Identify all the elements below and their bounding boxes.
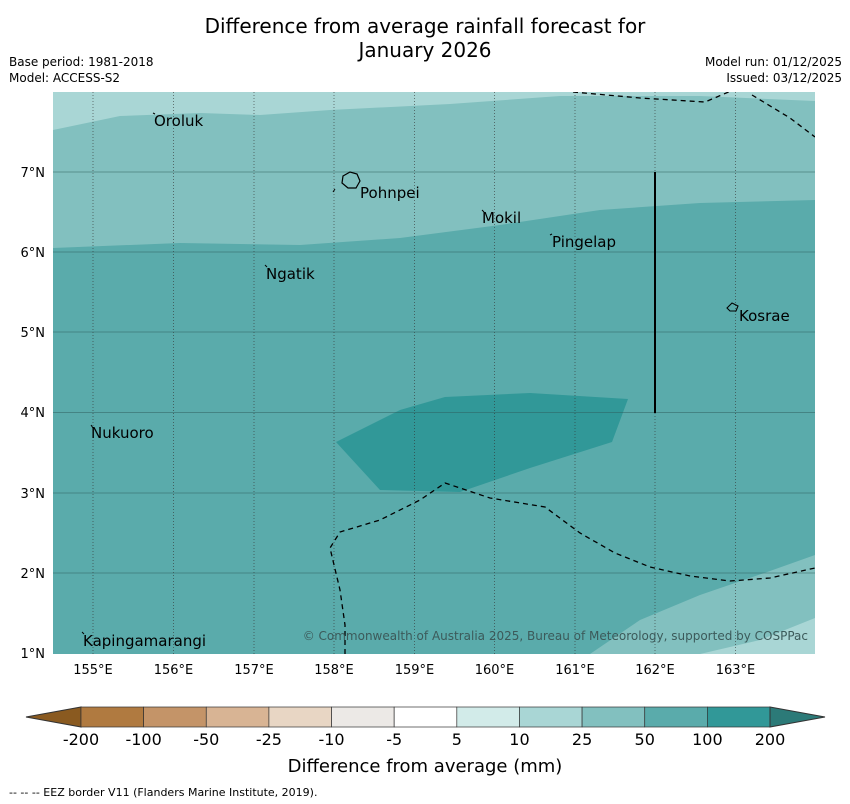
lon-label: 160°E — [475, 663, 515, 678]
chart-title: Difference from average rainfall forecas… — [0, 14, 850, 62]
title-line-1: Difference from average rainfall forecas… — [204, 14, 646, 38]
place-kapingamarangi: Kapingamarangi — [83, 632, 206, 650]
lon-label: 162°E — [635, 663, 675, 678]
place-mokil: Mokil — [482, 209, 521, 227]
lat-label: 6°N — [21, 246, 46, 261]
copyright-text: © Commonwealth of Australia 2025, Bureau… — [303, 629, 808, 643]
colorbar-cell — [205, 706, 270, 728]
lat-label: 4°N — [21, 406, 46, 421]
pohnpei-island-shape — [341, 171, 361, 189]
colorbar-cell — [456, 706, 520, 728]
map-area: Oroluk Pohnpei Mokil Pingelap Ngatik Kos… — [53, 92, 815, 654]
model-run: Model run: 01/12/2025 — [704, 55, 842, 69]
latitude-labels: 7°N 6°N 5°N 4°N 3°N 2°N 1°N — [21, 166, 46, 662]
issued-date: Issued: 03/12/2025 — [726, 71, 842, 85]
title-line-2: January 2026 — [358, 38, 492, 62]
parallels — [53, 171, 815, 574]
meridians — [92, 92, 736, 654]
colorbar-tick-label: 200 — [755, 730, 786, 749]
colorbar-cell — [331, 706, 395, 728]
colorbar-cell — [581, 706, 646, 728]
colorbar-tick-label: 50 — [635, 730, 655, 749]
colorbar-tick-label: -25 — [256, 730, 282, 749]
colorbar-ticks: -200 -100 -50 -25 -10 -5 5 10 25 50 100 200 — [63, 730, 785, 749]
place-nukuoro: Nukuoro — [91, 424, 154, 442]
eez-border — [329, 92, 815, 654]
lat-label: 3°N — [21, 487, 46, 502]
place-oroluk: Oroluk — [154, 112, 203, 130]
longitude-labels: 155°E 156°E 157°E 158°E 159°E 160°E 161°… — [73, 663, 755, 678]
model-name: Model: ACCESS-S2 — [9, 71, 121, 85]
lon-label: 155°E — [73, 663, 113, 678]
colorbar-cell — [393, 706, 458, 728]
lat-label: 2°N — [21, 567, 46, 582]
lon-label: 157°E — [234, 663, 274, 678]
lon-label: 156°E — [154, 663, 194, 678]
colorbar-left-arrow — [25, 706, 82, 728]
eez-footnote: -- -- -- EEZ border V11 (Flanders Marine… — [9, 786, 318, 799]
kosrae-island-shape — [726, 302, 739, 312]
band-100-200-blob — [336, 393, 628, 492]
band-10-25-southeast — [700, 618, 815, 654]
band-25-50-north — [53, 92, 815, 248]
lat-label: 1°N — [21, 647, 46, 662]
colorbar-label: Difference from average (mm) — [288, 756, 563, 777]
colorbar-tick-label: 100 — [692, 730, 723, 749]
place-pingelap: Pingelap — [552, 233, 616, 251]
colorbar: -200 -100 -50 -25 -10 -5 5 10 25 50 100 200 Differe… — [25, 706, 826, 777]
band-25-50-southeast — [590, 555, 815, 654]
colorbar-cell — [644, 706, 708, 728]
band-10-25-north — [53, 92, 815, 130]
colorbar-cell — [707, 706, 771, 728]
colorbar-cells — [80, 706, 771, 728]
place-ngatik: Ngatik — [266, 265, 315, 283]
colorbar-tick-label: -50 — [193, 730, 219, 749]
place-kosrae: Kosrae — [739, 307, 790, 325]
ant-atoll-mark — [332, 188, 336, 193]
colorbar-right-arrow — [769, 706, 826, 728]
colorbar-tick-label: 10 — [509, 730, 529, 749]
lon-label: 163°E — [716, 663, 756, 678]
colorbar-tick-label: 25 — [572, 730, 592, 749]
place-pohnpei: Pohnpei — [360, 184, 420, 202]
colorbar-cell — [268, 706, 332, 728]
colorbar-tick-label: -5 — [386, 730, 402, 749]
lon-label: 161°E — [555, 663, 595, 678]
colorbar-cell — [80, 706, 144, 728]
colorbar-tick-label: -200 — [63, 730, 99, 749]
lon-label: 158°E — [314, 663, 354, 678]
colorbar-tick-label: 5 — [452, 730, 462, 749]
meta-left: Base period: 1981-2018 Model: ACCESS-S2 — [9, 54, 154, 86]
colorbar-tick-label: -100 — [125, 730, 161, 749]
lat-label: 5°N — [21, 326, 46, 341]
meta-right: Model run: 01/12/2025 Issued: 03/12/2025 — [705, 54, 842, 86]
atoll-marks — [81, 112, 553, 635]
colorbar-cell — [143, 706, 207, 728]
lat-label: 7°N — [21, 166, 46, 181]
base-period: Base period: 1981-2018 — [9, 55, 154, 69]
colorbar-cell — [519, 706, 583, 728]
lon-label: 159°E — [395, 663, 435, 678]
colorbar-tick-label: -10 — [318, 730, 344, 749]
